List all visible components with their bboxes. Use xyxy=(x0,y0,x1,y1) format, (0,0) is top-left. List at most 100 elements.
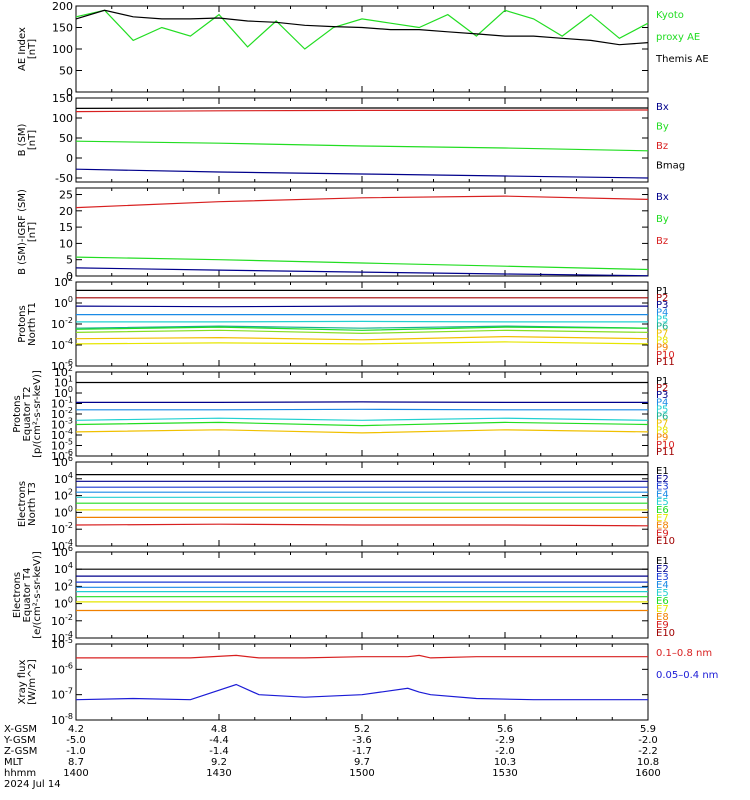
series-line-pet2-4 xyxy=(75,421,649,427)
panel-frame-xray xyxy=(75,643,649,721)
ytick-label-ent3-1: 10-2 xyxy=(51,521,73,536)
series-line-pnt1-6 xyxy=(75,326,649,331)
legend-entry-ent3-4: E5 xyxy=(656,497,669,508)
legend-entry-pnt1-1: P2 xyxy=(656,293,668,304)
ylabel-bigrf: B (SM)-IGRF (SM)[nT] xyxy=(17,189,38,275)
xaxis-value-z-0: -1.0 xyxy=(66,746,86,757)
ytick-label-bigrf-3: 15 xyxy=(59,221,73,234)
legend-entry-pnt1-9: P10 xyxy=(656,350,675,361)
series-line-pnt1-9 xyxy=(75,341,649,345)
ytick-label-bsm-2: 50 xyxy=(59,132,73,145)
ytick-label-pnt1-1: 10-4 xyxy=(51,337,73,352)
xaxis-value-mlt-4: 10.8 xyxy=(637,757,659,768)
legend-entry-bigrf-2: Bz xyxy=(656,236,668,247)
legend-entry-ent3-3: E4 xyxy=(656,489,669,500)
series-line-bigrf-2 xyxy=(75,195,649,209)
legend-entry-ent3-6: E7 xyxy=(656,513,669,524)
ytick-label-ent3-3: 102 xyxy=(54,488,73,503)
legend-entry-eet4-1: E2 xyxy=(656,564,669,575)
legend-entry-ae-1: proxy AE xyxy=(656,32,700,43)
xaxis-value-z-3: -2.0 xyxy=(495,746,515,757)
panel-frame-pet2 xyxy=(75,371,649,457)
ytick-label-bsm-3: 100 xyxy=(52,112,73,125)
xaxis-row-label-x: X-GSM xyxy=(4,724,37,735)
ytick-label-ae-1: 50 xyxy=(59,65,73,78)
legend-entry-ent3-9: E10 xyxy=(656,536,675,547)
series-line-bigrf-0 xyxy=(75,267,649,277)
ytick-label-eet4-4: 104 xyxy=(54,561,73,576)
series-line-pet2-2 xyxy=(76,408,648,411)
ytick-label-bigrf-5: 25 xyxy=(59,189,73,202)
legend-entry-bsm-2: Bz xyxy=(656,141,668,152)
legend-entry-pet2-7: P8 xyxy=(656,426,668,437)
ytick-label-ae-4: 200 xyxy=(52,0,73,13)
ytick-label-eet4-2: 100 xyxy=(54,596,73,611)
xaxis-row-label-hhmm: hhmm xyxy=(4,768,36,779)
xaxis-value-mlt-1: 9.2 xyxy=(211,757,227,768)
legend-entry-pnt1-2: P3 xyxy=(656,300,668,311)
legend-entry-pnt1-10: P11 xyxy=(656,357,675,368)
legend-entry-eet4-0: E1 xyxy=(656,556,669,567)
ytick-label-eet4-3: 102 xyxy=(54,578,73,593)
series-line-pnt1-5 xyxy=(75,325,649,329)
xaxis-row-label-z: Z-GSM xyxy=(4,746,37,757)
series-line-pet2-3 xyxy=(75,417,649,421)
panel-frame-pnt1 xyxy=(75,281,649,367)
ytick-label-pnt1-4: 102 xyxy=(54,274,73,289)
ylabel-xray: Xray flux[W/m^2] xyxy=(17,659,38,705)
ytick-label-ent3-4: 104 xyxy=(54,471,73,486)
xaxis-value-mlt-3: 10.3 xyxy=(494,757,516,768)
ylabel-ae: AE Index[nT] xyxy=(17,27,38,71)
legend-entry-pnt1-7: P8 xyxy=(656,336,668,347)
legend-entry-pet2-8: P9 xyxy=(656,433,668,444)
legend-entry-ae-2: Themis AE xyxy=(655,54,709,65)
xaxis-value-x-4: 5.9 xyxy=(640,724,656,735)
legend-entry-xray-0: 0.1–0.8 nm xyxy=(656,648,712,659)
ytick-label-bsm-0: -50 xyxy=(55,172,73,185)
xaxis-value-hhmm-4: 1600 xyxy=(635,768,660,779)
ytick-label-bigrf-2: 10 xyxy=(59,237,73,250)
legend-entry-eet4-2: E3 xyxy=(656,572,669,583)
legend-entry-eet4-5: E6 xyxy=(656,596,669,607)
xaxis-value-y-3: -2.9 xyxy=(495,735,515,746)
legend-entry-bsm-0: Bx xyxy=(656,102,669,113)
series-line-xray-0 xyxy=(76,654,648,659)
series-line-ent3-8 xyxy=(75,523,649,527)
legend-entry-pet2-9: P10 xyxy=(656,440,675,451)
ytick-label-bigrf-1: 5 xyxy=(66,254,73,267)
xaxis-value-x-0: 4.2 xyxy=(68,724,84,735)
xaxis-value-z-2: -1.7 xyxy=(352,746,372,757)
xaxis-value-x-2: 5.2 xyxy=(354,724,370,735)
ytick-label-bigrf-4: 20 xyxy=(59,205,73,218)
ytick-label-eet4-5: 106 xyxy=(54,544,73,559)
legend-entry-pet2-1: P2 xyxy=(656,383,668,394)
legend-entry-ae-0: Kyoto xyxy=(656,10,684,21)
legend-entry-eet4-8: E9 xyxy=(656,620,669,631)
ylabel-pet2: ProtonsEquator T2[p/(cm²-s-sr-keV)] xyxy=(12,370,43,458)
series-line-bsm-2 xyxy=(75,109,649,113)
xaxis-value-hhmm-0: 1400 xyxy=(63,768,88,779)
ytick-label-ae-3: 150 xyxy=(52,22,73,35)
legend-entry-ent3-8: E9 xyxy=(656,528,669,539)
legend-entry-pet2-4: P5 xyxy=(656,404,668,415)
series-line-ae-0 xyxy=(75,9,649,50)
xaxis-date: 2024 Jul 14 xyxy=(4,779,61,790)
xaxis-value-hhmm-2: 1500 xyxy=(349,768,374,779)
legend-entry-pnt1-6: P7 xyxy=(656,329,668,340)
legend-entry-ent3-1: E2 xyxy=(656,474,669,485)
ylabel-ent3: ElectronsNorth T3 xyxy=(17,481,38,527)
legend-entry-pet2-3: P4 xyxy=(656,397,668,408)
legend-entry-pet2-2: P3 xyxy=(656,390,668,401)
ytick-label-eet4-1: 10-2 xyxy=(51,613,73,628)
xaxis-value-hhmm-3: 1530 xyxy=(492,768,517,779)
series-line-ae-1 xyxy=(75,9,649,46)
xaxis-value-y-4: -2.0 xyxy=(638,735,658,746)
ylabel-bsm: B (SM)[nT] xyxy=(17,123,38,156)
legend-entry-ent3-0: E1 xyxy=(656,466,669,477)
ylabel-pnt1: ProtonsNorth T1 xyxy=(17,302,38,346)
series-line-pet2-5 xyxy=(75,429,649,434)
xaxis-value-hhmm-1: 1430 xyxy=(206,768,231,779)
legend-entry-bigrf-0: Bx xyxy=(656,192,669,203)
xaxis-row-label-mlt: MLT xyxy=(4,757,24,768)
